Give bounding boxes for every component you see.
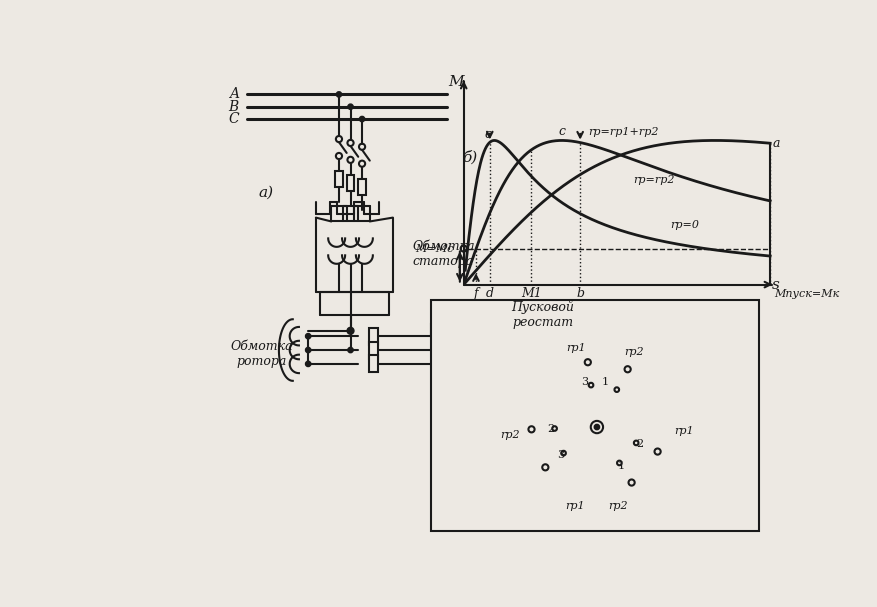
Circle shape <box>306 362 310 366</box>
Text: B: B <box>229 100 239 114</box>
Text: a: a <box>773 137 780 150</box>
Text: Пусковой
реостат: Пусковой реостат <box>511 302 574 330</box>
Text: б): б) <box>462 151 477 164</box>
Bar <box>358 179 366 194</box>
Text: rр1: rр1 <box>674 426 694 436</box>
Circle shape <box>347 328 353 334</box>
Bar <box>369 328 378 345</box>
Text: Обмотка
ротора: Обмотка ротора <box>231 340 293 368</box>
Text: A: A <box>229 87 239 101</box>
Text: rp=rp2: rp=rp2 <box>633 175 674 186</box>
Text: M: M <box>448 75 464 89</box>
Text: rр1: rр1 <box>566 343 585 353</box>
Bar <box>335 171 343 187</box>
Text: 1: 1 <box>617 461 625 471</box>
Text: 2: 2 <box>547 424 554 433</box>
Text: e: e <box>485 128 492 141</box>
Text: M=Mc: M=Mc <box>416 243 453 254</box>
Circle shape <box>306 334 310 339</box>
Text: 1: 1 <box>602 376 609 387</box>
Text: а): а) <box>258 185 274 199</box>
Bar <box>346 175 354 191</box>
Text: Мпуск=Мк: Мпуск=Мк <box>774 289 839 299</box>
Circle shape <box>348 348 353 352</box>
Text: M1: M1 <box>521 287 541 300</box>
Text: rp=rp1+rp2: rp=rp1+rp2 <box>588 127 659 137</box>
Text: f: f <box>474 287 478 300</box>
Bar <box>369 356 378 372</box>
Bar <box>431 300 759 531</box>
Text: d: d <box>486 287 494 300</box>
Circle shape <box>595 425 599 429</box>
Text: rp=0: rp=0 <box>670 220 699 229</box>
Text: s: s <box>772 277 780 291</box>
Text: rр2: rр2 <box>609 501 628 511</box>
Text: 2: 2 <box>636 439 644 449</box>
Text: Обмотка
статора: Обмотка статора <box>412 240 474 268</box>
Text: 3: 3 <box>581 378 588 387</box>
Text: rр2: rр2 <box>500 430 520 439</box>
Circle shape <box>306 348 310 352</box>
Text: rр2: rр2 <box>624 347 644 358</box>
Circle shape <box>348 328 353 333</box>
Text: c: c <box>559 124 566 138</box>
Text: 3: 3 <box>557 450 564 461</box>
Text: b: b <box>576 287 584 300</box>
Bar <box>369 342 378 359</box>
Text: rр1: rр1 <box>566 501 585 511</box>
Circle shape <box>360 117 364 121</box>
Text: C: C <box>228 112 239 126</box>
Circle shape <box>337 92 341 97</box>
Circle shape <box>348 104 353 109</box>
